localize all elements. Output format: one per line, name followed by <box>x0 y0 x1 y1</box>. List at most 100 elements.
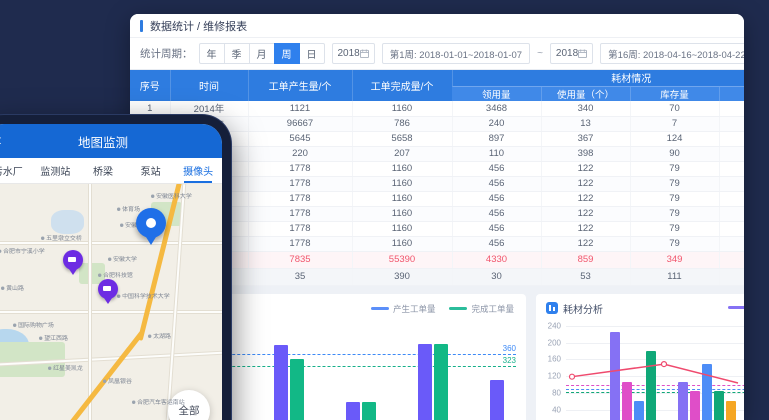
table-cell: 1160 <box>352 161 453 177</box>
map-poi-label: 安徽大学 <box>108 255 137 264</box>
consumables-legend-line <box>728 305 744 309</box>
table-cell: 79 <box>630 161 720 177</box>
phone-mockup: ‹ 地图监测 污水厂监测站桥梁泵站摄像头 › 全部 合肥市宁溪小学体育场安徽农业… <box>0 114 232 420</box>
tab-摄像头[interactable]: 摄像头 <box>174 158 222 183</box>
map-poi-label: 体育场 <box>117 205 140 214</box>
breadcrumb-accent-bar <box>140 19 143 32</box>
gridline <box>566 325 744 327</box>
tab-污水厂[interactable]: 污水厂 <box>0 167 23 178</box>
table-cell: 670 <box>719 236 744 252</box>
consumable-bar <box>714 390 724 420</box>
table-cell: 1778 <box>248 176 353 192</box>
tab-泵站[interactable]: 泵站 <box>140 167 161 178</box>
bar-created <box>418 343 432 420</box>
map-poi-label: 五里墩立交桥 <box>41 234 82 243</box>
period-option[interactable]: 月 <box>248 43 275 64</box>
y-axis-tick: 40 <box>552 405 561 415</box>
reference-line: 323 <box>152 356 516 367</box>
map-poi-label: 国际购物广场 <box>13 321 54 330</box>
table-cell: 79 <box>630 176 720 192</box>
table-cell: 786 <box>352 116 453 132</box>
table-cell: 1160 <box>352 176 453 192</box>
start-year-select[interactable]: 2018 <box>331 43 375 64</box>
total-cell: 4330 <box>452 251 542 269</box>
table-cell: 5658 <box>352 131 453 147</box>
table-cell: 670 <box>719 161 744 177</box>
total-cell: 7835 <box>248 251 353 269</box>
camera-marker[interactable] <box>62 250 83 275</box>
average-cell: 53 <box>541 268 631 286</box>
table-cell: 2500 <box>719 101 744 117</box>
period-option[interactable]: 日 <box>298 43 325 64</box>
table-row: 12014年112111603468340702500 <box>130 101 744 117</box>
consumable-bar <box>634 400 644 420</box>
table-cell: 79 <box>630 236 720 252</box>
legend-label: 产生工单量 <box>392 303 436 314</box>
period-option[interactable]: 季 <box>223 43 250 64</box>
period-option[interactable]: 周 <box>273 43 300 64</box>
average-cell: 140 <box>719 268 744 286</box>
map-poi-label: 望江西路 <box>39 334 68 343</box>
map-view[interactable]: › 全部 合肥市宁溪小学体育场安徽农业大学安徽医科大学五里墩立交桥安徽大学合肥科… <box>0 184 222 420</box>
table-cell: 122 <box>541 221 631 237</box>
y-axis-tick: 200 <box>547 338 561 348</box>
legend-item: 完成工单量 <box>449 303 514 315</box>
map-road <box>0 242 222 245</box>
table-cell: 122 <box>541 176 631 192</box>
end-week-field[interactable]: 第16周: 2018-04-16~2018-04-22 <box>600 43 744 64</box>
consumable-bar <box>726 400 736 420</box>
range-separator: ~ <box>537 48 543 59</box>
legend-marker <box>370 307 389 310</box>
back-chevron-icon[interactable]: ‹ <box>0 131 2 148</box>
table-cell: 122 <box>541 191 631 207</box>
col-sub: 领用量 <box>452 85 541 101</box>
table-cell: 456 <box>452 221 542 237</box>
selected-location-pin[interactable] <box>136 207 167 245</box>
table-cell: 1778 <box>248 161 353 177</box>
map-poi-label: 合肥汽车客运南站 <box>132 398 185 407</box>
consumable-bar <box>646 351 656 420</box>
camera-marker[interactable] <box>98 279 119 305</box>
col-no: 序号 <box>130 70 170 101</box>
bar-created <box>274 345 288 420</box>
chart-legend: 产生工单量 完成工单量 <box>370 303 514 315</box>
legend-label: 完成工单量 <box>471 303 514 314</box>
start-year-value: 2018 <box>337 48 360 59</box>
col-sub: 使用量（个） <box>540 85 630 101</box>
consumable-bar <box>610 331 620 420</box>
period-option[interactable]: 年 <box>198 43 225 64</box>
table-cell: 670 <box>719 191 744 207</box>
total-cell: 55390 <box>352 251 453 269</box>
map-poi-label: 黄山路 <box>1 284 24 293</box>
map-pond <box>50 210 84 235</box>
consumables-chart-header: 耗材分析 <box>546 301 603 316</box>
total-cell: 859 <box>541 251 631 269</box>
y-axis-tick: 160 <box>547 354 561 364</box>
reference-line: 360 <box>152 344 516 355</box>
map-poi-label: 中国科学技术大学 <box>117 292 170 301</box>
col-sub: 库存量 <box>629 85 719 101</box>
table-cell: 122 <box>541 236 631 252</box>
end-year-select[interactable]: 2018 <box>549 43 594 64</box>
reference-line-label: 360 <box>502 343 516 353</box>
calendar-icon <box>578 49 588 58</box>
table-cell: 1160 <box>352 206 453 222</box>
table-cell: 456 <box>452 206 542 222</box>
start-week-field[interactable]: 第1周: 2018-01-01~2018-01-07 <box>381 43 531 64</box>
consumables-chart-title: 耗材分析 <box>563 304 603 316</box>
table-cell: 340 <box>541 101 631 117</box>
breadcrumb: 数据统计 / 维修报表 <box>150 20 248 33</box>
phone-screen: ‹ 地图监测 污水厂监测站桥梁泵站摄像头 › 全部 合肥市宁溪小学体育场安徽农业… <box>0 124 222 420</box>
map-poi-label: 凤凰银谷 <box>103 377 132 386</box>
y-axis-tick: 120 <box>547 371 561 381</box>
table-cell: 670 <box>719 206 744 222</box>
map-poi-label: 安徽医科大学 <box>151 192 192 201</box>
calendar-icon <box>359 49 369 58</box>
total-cell: 349 <box>630 251 720 269</box>
table-cell: 1778 <box>248 221 353 237</box>
average-cell: 390 <box>352 268 453 286</box>
tab-监测站[interactable]: 监测站 <box>40 167 71 178</box>
map-poi-label: 合肥科技馆 <box>98 271 133 280</box>
table-row: 32016年564556588973671241290 <box>130 131 744 147</box>
tab-桥梁[interactable]: 桥梁 <box>92 167 113 178</box>
